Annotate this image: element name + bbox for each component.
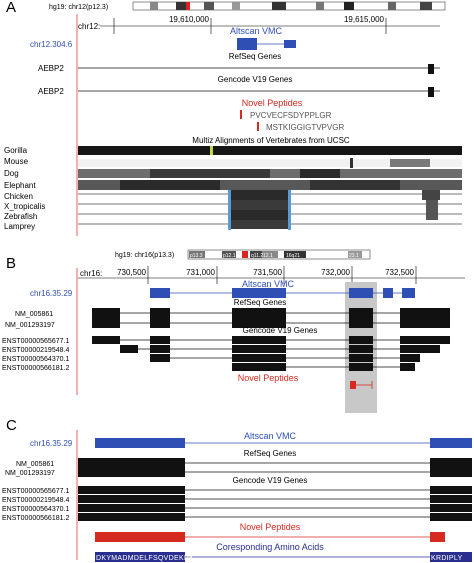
panel-a-gencode-label: Gencode V19 Genes	[218, 75, 293, 84]
panel-b-gencode-row: ENST00000565677.1	[2, 338, 69, 345]
panel-a: A hg19: chr12(p12.3) chr12: 19,610,000 1…	[4, 0, 462, 236]
panel-c-vmc-label: Altscan VMC	[244, 431, 297, 441]
panel-c-refseq-row: NM_001293197	[5, 470, 55, 477]
panel-a-peptide-2: MSTKIGGIGTVPVGR	[266, 123, 344, 132]
panel-b-refseq-row: NM_001293197	[5, 322, 55, 329]
panel-a-ideogram	[132, 1, 446, 11]
panel-b-vmc-track	[150, 288, 415, 298]
panel-b-refseq-track	[92, 308, 450, 328]
panel-a-sidebar-label: chr12.304.6	[30, 40, 73, 49]
panel-c-vmc-track	[95, 438, 472, 448]
panel-a-peptides-label: Novel Peptides	[242, 98, 303, 108]
panel-b-tick: 732,000	[321, 268, 350, 277]
panel-a-peptide-1: PVCVECFSDYPPLGR	[250, 111, 332, 120]
panel-a-tick-1: 19,610,000	[169, 15, 210, 24]
species-label: Zebrafish	[4, 212, 37, 221]
panel-c-refseq-track	[78, 458, 472, 477]
panel-b-peptide	[350, 381, 356, 389]
ideogram-band: p13.3	[190, 253, 203, 259]
ideogram-band: p12.1	[223, 253, 236, 259]
ideogram-band: 12.1	[263, 253, 273, 259]
panel-a-gencode-row: AEBP2	[38, 87, 64, 96]
panel-b-ideogram-label: hg19: chr16(p13.3)	[115, 252, 174, 259]
panel-c-gencode-row: ENST00000566181.2	[2, 515, 69, 522]
panel-a-refseq-row: AEBP2	[38, 64, 64, 73]
species-label: Mouse	[4, 157, 29, 166]
panel-b-tick: 731,000	[186, 268, 215, 277]
panel-c-refseq-label: RefSeq Genes	[244, 449, 296, 458]
panel-b-sidebar-label: chr16.35.29	[30, 289, 73, 298]
species-label: Dog	[4, 169, 19, 178]
panel-c-amino-track	[95, 552, 472, 562]
panel-b-letter: B	[6, 255, 16, 272]
panel-b-tick: 730,500	[117, 268, 146, 277]
panel-c-letter: C	[6, 417, 17, 434]
panel-c-peptides-label: Novel Peptides	[240, 522, 301, 532]
panel-c-amino-left: DKYMADMDELFSQVDEKRK	[96, 555, 194, 562]
species-label: X_tropicalis	[4, 202, 45, 211]
panel-b-ideogram	[187, 249, 371, 260]
panel-c-gencode-row: ENST00000564370.1	[2, 506, 69, 513]
species-label: Chicken	[4, 192, 33, 201]
panel-b-gencode-row: ENST00000219548.4	[2, 347, 69, 354]
ideogram-band: 16q21	[286, 253, 300, 259]
panel-a-conservation-tracks	[78, 146, 462, 230]
panel-b-refseq-row: NM_005861	[15, 311, 53, 318]
panel-b-tick: 732,500	[385, 268, 414, 277]
panel-c-gencode-row: ENST00000219548.4	[2, 497, 69, 504]
panel-a-ideogram-label: hg19: chr12(p12.3)	[49, 4, 108, 11]
panel-b-gencode-row: ENST00000564370.1	[2, 356, 69, 363]
ideogram-band: q11.2	[251, 253, 263, 259]
panel-a-peptide-mark	[257, 122, 259, 131]
panel-c-gencode-label: Gencode V19 Genes	[233, 476, 308, 485]
panel-c-amino-label: Coresponding Amino Acids	[216, 542, 324, 552]
ideogram-band: 23.1	[349, 253, 359, 259]
panel-b-gencode-row: ENST00000566181.2	[2, 365, 69, 372]
panel-c-peptide-track	[95, 532, 445, 542]
panel-b-gencode-label: Gencode V19 Genes	[243, 326, 318, 335]
panel-b-refseq-label: RefSeq Genes	[234, 298, 286, 307]
species-label: Elephant	[4, 181, 36, 190]
panel-b-tick: 731,500	[253, 268, 282, 277]
panel-a-vmc-exon	[237, 38, 257, 50]
panel-a-letter: A	[6, 0, 16, 16]
panel-a-chr-label: chr12:	[78, 22, 100, 31]
panel-b-gencode-track	[92, 336, 450, 371]
panel-c-refseq-row: NM_005861	[16, 461, 54, 468]
panel-b-chr-label: chr16:	[80, 269, 102, 278]
panel-a-tick-2: 19,615,000	[344, 15, 385, 24]
panel-c: C chr16.35.29 Altscan VMC RefSeq Genes N…	[2, 417, 472, 562]
panel-c-gencode-track	[78, 486, 472, 521]
panel-c-amino-right: KRDIPLY	[431, 555, 463, 562]
panel-a-peptide-mark	[240, 110, 242, 119]
panel-a-refseq-label: RefSeq Genes	[229, 52, 281, 61]
panel-a-multiz-label: Multiz Alignments of Vertebrates from UC…	[192, 136, 350, 145]
panel-b-vmc-label: Altscan VMC	[242, 279, 295, 289]
panel-a-vmc-exon	[284, 40, 296, 48]
species-label: Gorilla	[4, 146, 28, 155]
panel-c-sidebar-label: chr16.35.29	[30, 439, 73, 448]
panel-c-gencode-row: ENST00000565677.1	[2, 488, 69, 495]
species-label: Lamprey	[4, 222, 35, 231]
panel-a-vmc-label: Altscan VMC	[230, 26, 283, 36]
panel-b-peptides-label: Novel Peptides	[238, 373, 299, 383]
panel-b: B hg19: chr16(p13.3) p13.3 p12.1 q11.2 1…	[2, 249, 465, 413]
